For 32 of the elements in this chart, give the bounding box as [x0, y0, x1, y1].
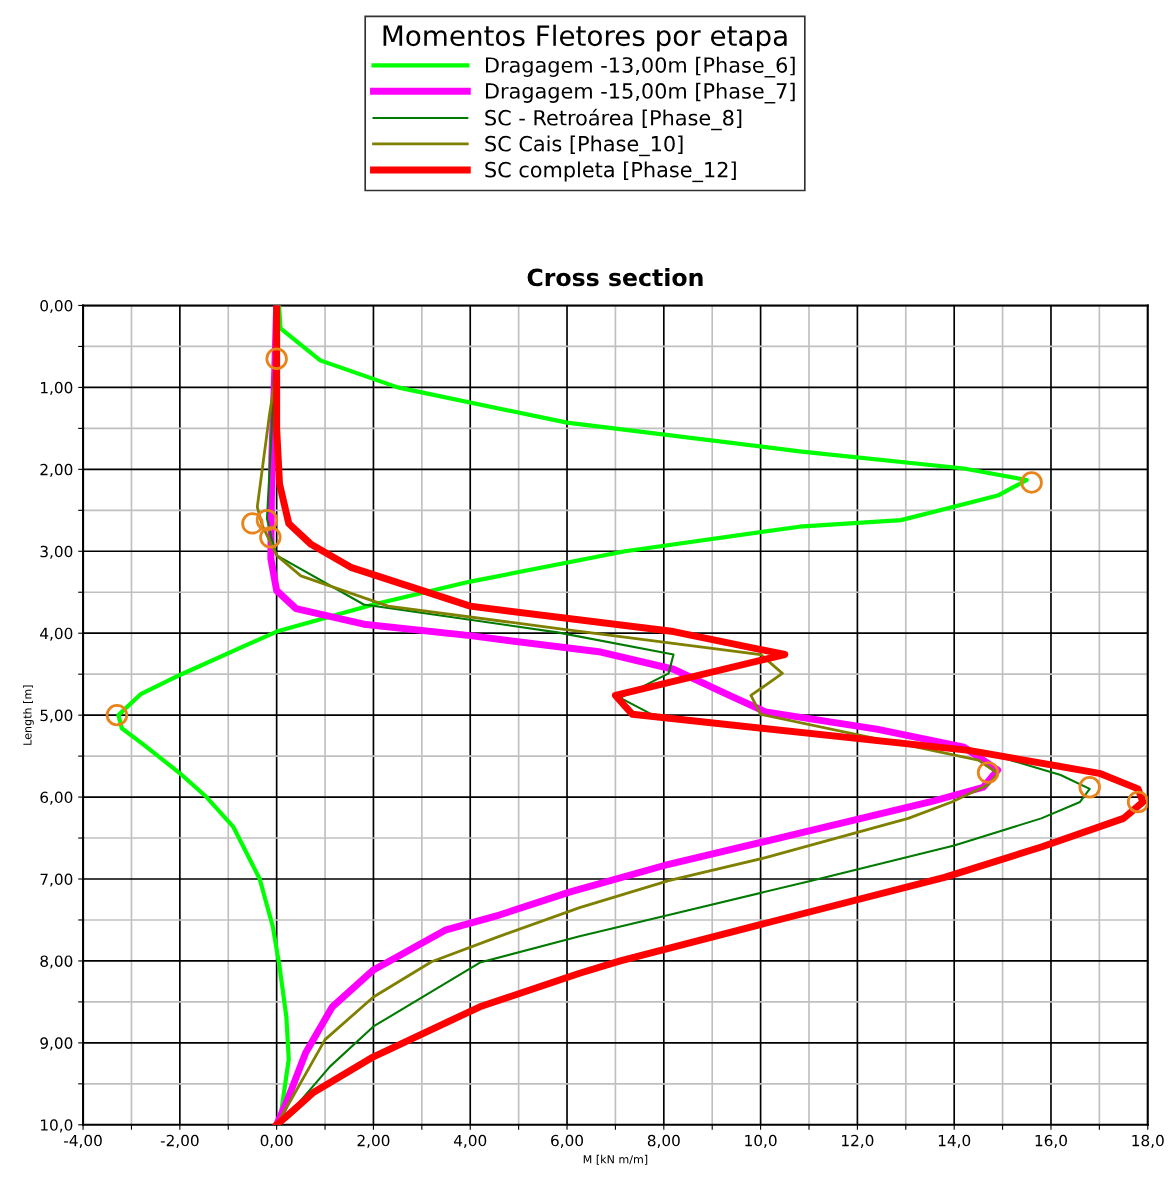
x-tick-label: 2,00 [357, 1134, 390, 1148]
x-tick-label: 18,0 [1132, 1134, 1164, 1148]
x-tick-label: 8,00 [647, 1134, 680, 1148]
x-axis-title: M [kN m/m] [583, 1154, 648, 1165]
x-tick-label: -4,00 [64, 1134, 102, 1148]
y-tick-label: 10,0 [41, 1119, 73, 1133]
legend-label: Dragagem -15,00m [Phase_7] [485, 82, 795, 104]
y-tick-label: 7,00 [40, 873, 73, 887]
y-tick-label: 6,00 [40, 791, 73, 805]
x-tick-label: 6,00 [551, 1134, 584, 1148]
legend-label: Dragagem -13,00m [Phase_6] [485, 56, 795, 78]
y-tick-label: 5,00 [40, 709, 73, 723]
y-tick-label: 0,00 [40, 299, 73, 314]
x-tick-label: -2,00 [160, 1134, 199, 1148]
legend-label: SC - Retroárea [Phase_8] [485, 108, 742, 131]
x-tick-label: 14,0 [938, 1134, 971, 1148]
x-tick-label: 4,00 [453, 1134, 487, 1148]
y-tick-label: 1,00 [41, 381, 73, 395]
x-tick-label: 0,00 [260, 1134, 293, 1148]
legend-label: SC Cais [Phase_10] [485, 135, 683, 157]
x-tick-label: 10,0 [745, 1134, 777, 1148]
legend-label: SC completa [Phase_12] [485, 161, 736, 183]
x-tick-label: 16,0 [1035, 1134, 1067, 1148]
chart-title: Cross section [527, 268, 703, 287]
x-tick-label: 12,0 [842, 1134, 874, 1148]
y-tick-label: 4,00 [40, 627, 73, 641]
legend-title: Momentos Fletores por etapa [383, 24, 787, 52]
y-tick-label: 9,00 [40, 1037, 73, 1051]
y-tick-label: 8,00 [40, 955, 73, 969]
y-tick-label: 3,00 [40, 545, 73, 559]
y-axis-title: Length [m] [23, 685, 34, 745]
y-tick-label: 2,00 [40, 463, 73, 477]
